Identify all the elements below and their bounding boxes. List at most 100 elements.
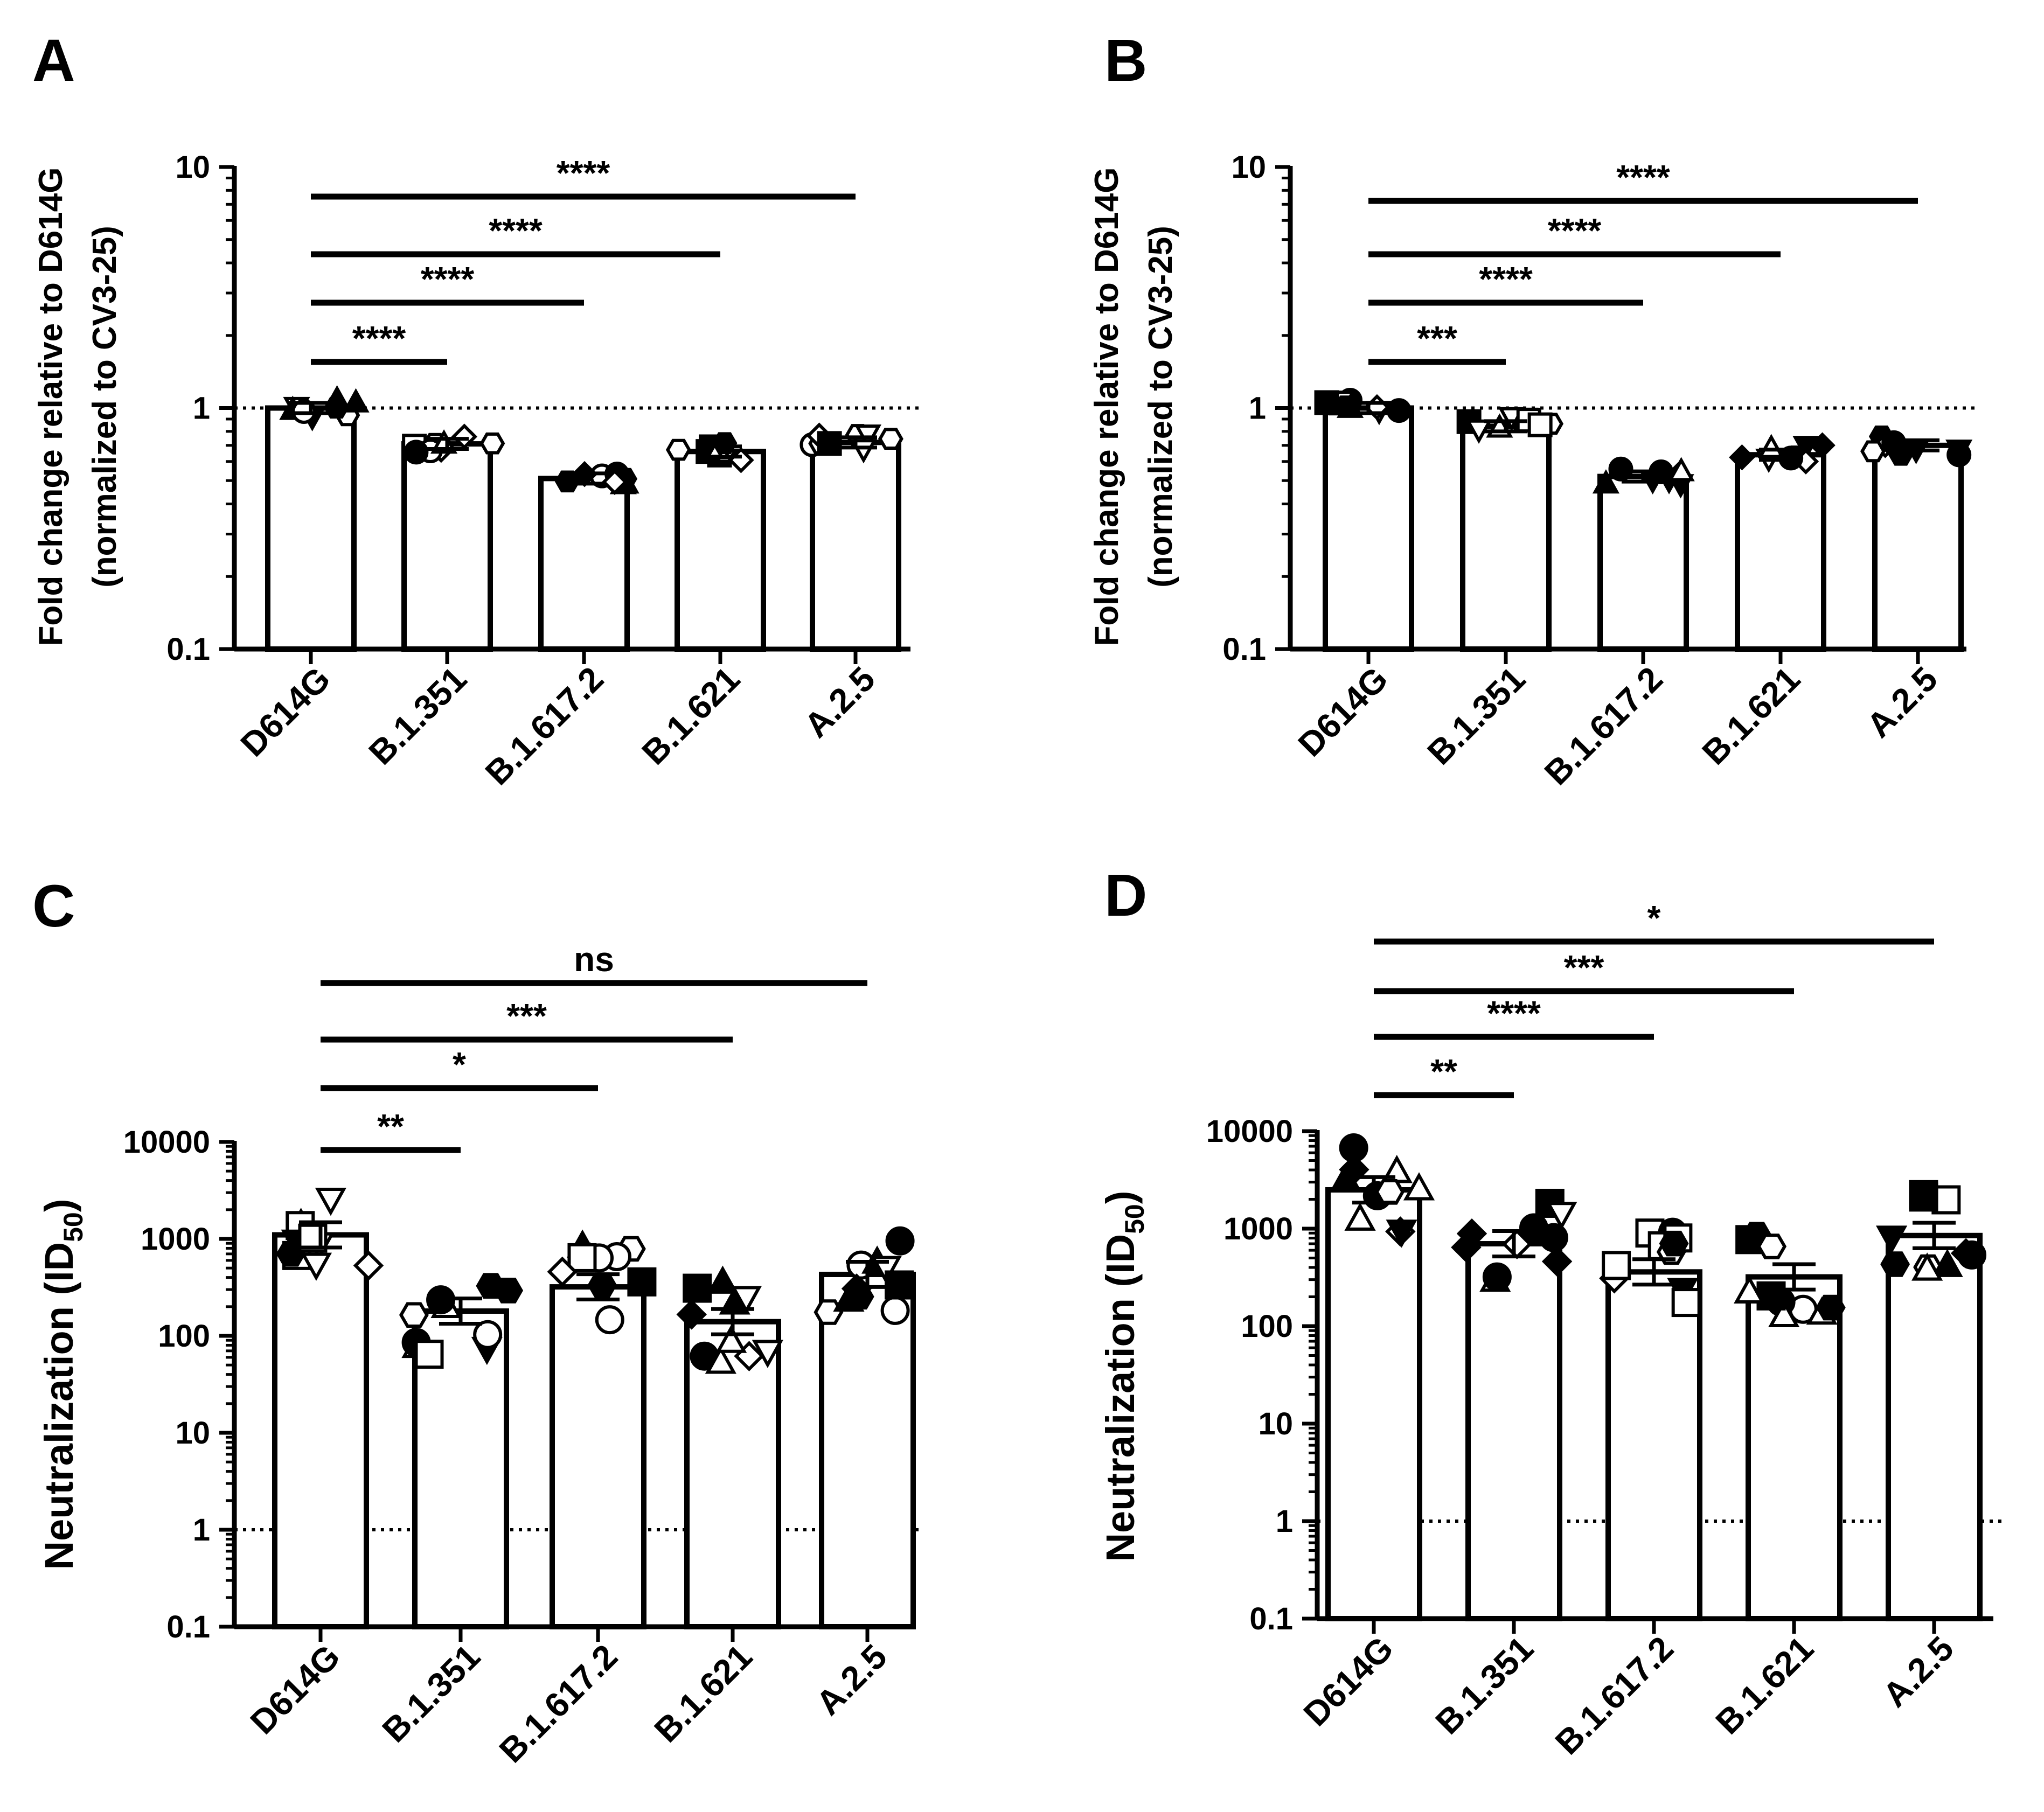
category-label: D614G bbox=[243, 1637, 347, 1741]
data-point bbox=[476, 1273, 506, 1299]
data-point bbox=[399, 1302, 429, 1328]
y-tick-label: 10 bbox=[175, 1416, 210, 1451]
y-axis-label-subscript: 50 bbox=[58, 1212, 88, 1242]
bar-D614G bbox=[272, 1232, 369, 1629]
data-point bbox=[1876, 1225, 1908, 1254]
data-point bbox=[712, 432, 738, 454]
category-label: B.1.621 bbox=[646, 1637, 759, 1750]
data-point bbox=[1314, 390, 1339, 415]
data-point bbox=[1546, 1202, 1577, 1230]
data-point bbox=[1344, 1202, 1376, 1231]
data-point bbox=[1519, 1213, 1548, 1243]
data-point bbox=[817, 431, 842, 456]
data-point bbox=[833, 1283, 865, 1312]
data-point bbox=[683, 1273, 712, 1303]
bar-B.1.621 bbox=[1735, 452, 1826, 652]
data-point bbox=[1734, 1275, 1765, 1304]
data-point bbox=[1592, 469, 1620, 494]
data-point bbox=[878, 428, 903, 450]
category-label: B.1.621 bbox=[1694, 659, 1807, 772]
y-tick-label: 100 bbox=[1241, 1309, 1293, 1344]
category-label: B.1.617.2 bbox=[478, 659, 611, 792]
data-point bbox=[1527, 412, 1553, 437]
data-point bbox=[676, 1299, 707, 1330]
panel-c: C 0.1 1 10 100 1000 10000 D614G B.1.351 B.1.617.2… bbox=[32, 873, 921, 1770]
data-point bbox=[1671, 1288, 1701, 1318]
data-point bbox=[1880, 1251, 1910, 1277]
y-tick-label: 1 bbox=[193, 391, 210, 426]
data-point bbox=[353, 1250, 384, 1281]
significance-label: **** bbox=[557, 154, 610, 192]
bar-B.1.617.2 bbox=[1597, 473, 1689, 652]
data-point bbox=[300, 1252, 332, 1281]
data-point bbox=[479, 432, 505, 455]
significance-label: **** bbox=[352, 319, 406, 358]
panel-letter: C bbox=[32, 873, 75, 939]
data-point bbox=[880, 1295, 910, 1325]
significance-label: **** bbox=[1479, 260, 1533, 298]
data-point bbox=[601, 469, 628, 496]
data-point bbox=[1809, 432, 1836, 459]
y-tick-label: 1 bbox=[193, 1513, 210, 1548]
significance-label: *** bbox=[1417, 319, 1457, 358]
category-label: D614G bbox=[1296, 1629, 1401, 1733]
y-tick-label: 0.1 bbox=[166, 1609, 210, 1644]
data-point bbox=[1659, 1230, 1689, 1257]
y-axis-label: Fold change relative to D614G bbox=[1088, 168, 1125, 646]
category-label: B.1.617.2 bbox=[1537, 659, 1670, 792]
panel-a: A 0.1 1 10 D614G B.1.351 B.1.617.2 B.1.621 A.2.5… bbox=[32, 27, 921, 792]
category-label: B.1.617.2 bbox=[1548, 1629, 1681, 1762]
category-label: B.1.351 bbox=[361, 659, 474, 772]
category-label: A.2.5 bbox=[1875, 1629, 1961, 1715]
y-axis-label-main: Neutralization (ID bbox=[1098, 1234, 1143, 1562]
category-label: B.1.621 bbox=[1708, 1629, 1820, 1741]
significance-label: ns bbox=[574, 940, 614, 979]
significance-label: ** bbox=[377, 1107, 404, 1146]
data-point bbox=[414, 1340, 444, 1369]
y-tick-label: 10 bbox=[1231, 150, 1266, 185]
y-tick-label: 0.1 bbox=[166, 632, 210, 667]
y-axis-label-subscript: 50 bbox=[1120, 1204, 1150, 1234]
panel-letter: D bbox=[1104, 862, 1147, 929]
data-point bbox=[595, 1305, 624, 1335]
data-point bbox=[1386, 1219, 1417, 1248]
data-point bbox=[587, 1272, 617, 1298]
y-tick-label: 1 bbox=[1249, 391, 1266, 426]
data-point bbox=[665, 438, 691, 461]
data-point bbox=[1909, 1182, 1938, 1212]
y-tick-label: 100 bbox=[158, 1319, 210, 1354]
data-point bbox=[1946, 442, 1972, 468]
data-point bbox=[1881, 430, 1907, 455]
data-point bbox=[885, 1226, 915, 1256]
bar-A.2.5 bbox=[819, 1271, 916, 1629]
panel-d: D 0.1 1 10 100 1000 10000 D614G B.1.351 B.1.617.2… bbox=[1098, 862, 2004, 1762]
category-label: D614G bbox=[1291, 659, 1395, 764]
panel-b: B 0.1 1 10 D614G B.1.351 B.1.617.2 B.1.621 A.2.5… bbox=[1088, 27, 1977, 792]
y-axis-label: Neutralization (ID50) bbox=[37, 1199, 88, 1570]
data-point bbox=[1860, 440, 1886, 463]
data-point bbox=[885, 1270, 914, 1300]
significance-label: **** bbox=[421, 260, 475, 298]
category-label: B.1.621 bbox=[634, 659, 747, 772]
data-point bbox=[1602, 1251, 1631, 1280]
category-label: B.1.351 bbox=[374, 1637, 487, 1750]
data-point bbox=[567, 1243, 597, 1272]
data-point bbox=[814, 1299, 844, 1325]
data-point bbox=[1816, 1294, 1846, 1321]
bar-B.1.617.2 bbox=[538, 476, 630, 652]
category-label: B.1.351 bbox=[1428, 1629, 1540, 1741]
data-point bbox=[1757, 434, 1785, 458]
data-point bbox=[1403, 1172, 1435, 1201]
data-point bbox=[1756, 1281, 1786, 1311]
bar-B.1.621 bbox=[675, 449, 766, 652]
bar-D614G bbox=[1325, 1187, 1422, 1622]
significance-label: **** bbox=[489, 211, 543, 250]
data-point bbox=[1757, 1233, 1787, 1259]
bar-B.1.351 bbox=[401, 441, 493, 652]
significance-label: ** bbox=[1430, 1052, 1457, 1091]
y-tick-label: 10 bbox=[1258, 1406, 1293, 1441]
panel-letter: B bbox=[1104, 27, 1147, 94]
y-axis-label-end: ) bbox=[1098, 1191, 1143, 1204]
bar-A.2.5 bbox=[1872, 442, 1964, 652]
